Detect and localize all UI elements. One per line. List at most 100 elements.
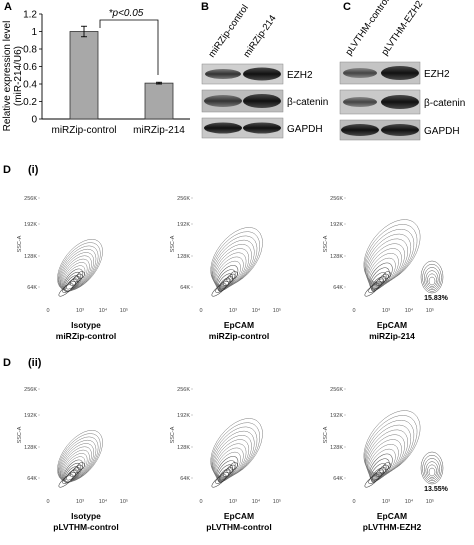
y-tick-label: 64K <box>27 476 37 482</box>
contour-core <box>73 273 83 283</box>
contour-line <box>213 439 250 480</box>
y-tick-label: 192K <box>177 222 190 228</box>
gate-contour <box>422 454 442 483</box>
x-tick-label: 0 <box>46 499 49 505</box>
plot-label-antibody: EpCAM <box>224 511 254 521</box>
contour-line <box>212 430 255 479</box>
band-c-gapdh-control <box>341 124 379 136</box>
contour-line <box>366 434 405 478</box>
contour-core <box>77 271 85 279</box>
x-tick-label: 10⁵ <box>273 307 281 314</box>
lane-label-b2: miRZip-214 <box>241 13 278 60</box>
contour-core <box>383 462 391 470</box>
band-label-b-gapdh: GAPDH <box>287 124 323 135</box>
gate-contour <box>428 467 436 477</box>
contour-line <box>368 253 399 288</box>
gate-contour <box>422 263 442 292</box>
y-tick-label: 256K <box>330 196 343 202</box>
y-tick-label: 0 <box>31 115 37 126</box>
x-tick-label: 10⁵ <box>426 498 434 505</box>
plot-label-condition: miRZip-214 <box>369 331 415 341</box>
gate-contour <box>423 267 441 291</box>
x-tick-label: 0 <box>199 499 202 505</box>
gate-contour <box>425 461 439 480</box>
gate-contour <box>425 270 439 289</box>
contour-core <box>69 467 81 477</box>
gate-contour <box>427 273 437 287</box>
x-category-label: miRZip-214 <box>133 125 185 136</box>
contour-line <box>214 256 244 290</box>
band-label-b-ezh2: EZH2 <box>287 70 313 81</box>
x-tick-label: 10³ <box>76 499 84 505</box>
gate-percentage: 13.55% <box>424 486 449 493</box>
band-b-catenin-control <box>204 95 242 107</box>
contour-population <box>57 239 103 297</box>
plot-label-condition: pLVTHM-control <box>53 522 118 532</box>
y-axis-label: SSC-A <box>323 426 329 443</box>
contour-line <box>214 447 244 481</box>
contour-line <box>364 224 418 284</box>
plot-label-antibody: EpCAM <box>377 320 407 330</box>
contour-line <box>211 426 258 478</box>
gate-contour <box>420 260 444 294</box>
gate-contour <box>427 464 437 478</box>
x-tick-label: 10⁴ <box>405 307 414 314</box>
contour-line <box>210 418 263 477</box>
contour-line <box>363 219 421 283</box>
x-tick-label: 0 <box>352 308 355 314</box>
band-c-ezh2-ezh2 <box>381 66 419 80</box>
y-tick-label: 256K <box>177 387 190 393</box>
contour-core <box>379 273 389 283</box>
contour-line <box>213 435 252 479</box>
flow-plot-ii-isotype: 256K 192K 128K 64K SSC-A 0 10³ 10⁴ 10⁵ IsotypepLV… <box>17 387 128 532</box>
band-label-c-catenin: β-catenin <box>424 98 465 109</box>
y-tick-label: 128K <box>24 254 37 260</box>
y-tick-label: 192K <box>177 413 190 419</box>
x-tick-label: 10⁵ <box>120 498 128 505</box>
flow-plot-i-epcam-214: 256K 192K 128K 64K SSC-A 0 10³ 10⁴ 10⁵ 15.83% EpCA… <box>323 196 449 341</box>
y-axis-label: SSC-A <box>323 235 329 252</box>
y-tick-label: 0.8 <box>23 45 37 56</box>
contour-core <box>222 276 234 286</box>
contour-core <box>69 276 81 286</box>
y-tick-label: 128K <box>24 445 37 451</box>
x-tick-label: 10³ <box>382 308 390 314</box>
contour-line <box>367 248 402 288</box>
panel-d-ii-letter: D <box>3 357 11 369</box>
contour-line <box>57 239 103 291</box>
x-tick-label: 10³ <box>229 308 237 314</box>
contour-population <box>363 410 421 488</box>
contour-core <box>73 464 83 474</box>
contour-population <box>57 430 103 488</box>
y-tick-label: 64K <box>27 285 37 291</box>
band-b-catenin-214 <box>243 94 281 108</box>
bar-miRZip-214 <box>144 82 174 120</box>
flow-plot-i-epcam-control: 256K 192K 128K 64K SSC-A 0 10³ 10⁴ 10⁵ EpCAMmiRZi… <box>170 196 281 341</box>
gate-contour <box>420 451 444 485</box>
gate-percentage: 15.83% <box>424 295 449 302</box>
y-axis-label: SSC-A <box>17 426 23 443</box>
x-tick-label: 10⁵ <box>120 307 128 314</box>
contour-line <box>365 424 412 476</box>
band-c-catenin-control <box>343 97 377 107</box>
plot-label-condition: miRZip-control <box>56 331 116 341</box>
x-tick-label: 10⁴ <box>405 498 414 505</box>
y-tick-label: 128K <box>177 445 190 451</box>
contour-line <box>212 239 255 288</box>
plot-label-condition: pLVTHM-control <box>206 522 271 532</box>
band-c-ezh2-control <box>343 68 377 78</box>
contour-line <box>57 242 101 292</box>
panel-c: C pLVTHM-control pLVTHM-EZH2 EZH2 β-cate… <box>338 0 474 145</box>
contour-line <box>215 260 241 290</box>
x-tick-label: 10⁴ <box>99 498 108 505</box>
contour-line <box>211 422 261 478</box>
y-axis-label: SSC-A <box>170 235 176 252</box>
band-label-b-catenin: β-catenin <box>287 97 328 108</box>
y-axis-label: SSC-A <box>17 235 23 252</box>
contour-line <box>211 231 261 287</box>
blot-b: miRZip-control miRZip-214 EZH2 β-catenin… <box>201 3 328 139</box>
panel-b: B miRZip-control miRZip-214 EZH2 β-caten… <box>196 0 338 145</box>
contour-line <box>367 439 402 479</box>
band-c-gapdh-ezh2 <box>381 124 419 136</box>
x-tick-label: 10⁴ <box>252 498 261 505</box>
